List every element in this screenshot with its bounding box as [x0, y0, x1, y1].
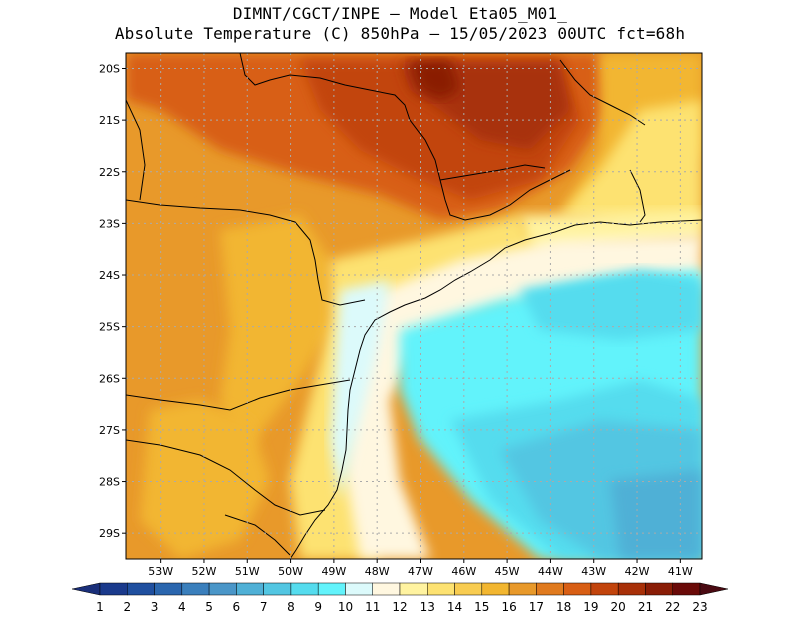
- colorbar-swatch: [290, 582, 319, 596]
- gridlines: [126, 53, 702, 559]
- lat-tick-label: 21S: [99, 114, 120, 127]
- coastline-and-borders: [126, 53, 702, 559]
- colorbar-label: 11: [365, 600, 380, 614]
- lon-tick-label: 51W: [235, 565, 260, 578]
- colorbar-swatch: [617, 582, 646, 596]
- colorbar-label: 7: [260, 600, 268, 614]
- colorbar-label: 6: [233, 600, 241, 614]
- lon-tick-label: 45W: [495, 565, 520, 578]
- map-title-line2: Absolute Temperature (C) 850hPa — 15/05/…: [114, 24, 686, 43]
- colorbar-swatch: [154, 582, 183, 596]
- colorbar-label: 20: [611, 600, 626, 614]
- state-border-5: [559, 59, 646, 126]
- coastline: [289, 219, 702, 559]
- state-border-2: [126, 379, 351, 411]
- lat-tick-label: 22S: [99, 166, 120, 179]
- colorbar-swatch: [399, 582, 428, 596]
- lat-tick-label: 29S: [99, 527, 120, 540]
- colorbar-swatch: [345, 582, 373, 596]
- colorbar-label: 2: [123, 600, 131, 614]
- colorbar-swatch: [181, 582, 210, 596]
- colorbar-swatch: [208, 582, 237, 596]
- state-border-9: [224, 514, 291, 556]
- colorbar-label: 23: [692, 600, 707, 614]
- colorbar: 1 2 3 4 5 6 7 8 9 10 11 12 13 14 15 16 17 18 19 20 21 22 23: [71, 582, 729, 614]
- colorbar-label: 1: [96, 600, 104, 614]
- field-north-21: [410, 60, 460, 100]
- colorbar-swatch: [672, 582, 701, 596]
- lon-tick-label: 43W: [581, 565, 606, 578]
- field-coast-11: [345, 235, 702, 559]
- lon-tick-label: 50W: [278, 565, 303, 578]
- lon-tick-label: 41W: [668, 565, 693, 578]
- lat-tick-label: 23S: [99, 217, 120, 230]
- colorbar-label: 8: [287, 600, 295, 614]
- longitude-axis: 53W 52W 51W 50W 49W 48W 47W 46W 45W 44W 43W 42W 41W: [148, 559, 693, 578]
- state-border-7: [629, 169, 646, 223]
- lat-tick-label: 25S: [99, 321, 120, 334]
- lat-tick-label: 24S: [99, 269, 120, 282]
- map-title-line1: DIMNT/CGCT/INPE — Model Eta05_M01_: [232, 4, 568, 23]
- lat-tick-label: 26S: [99, 372, 120, 385]
- colorbar-label: 14: [447, 600, 462, 614]
- lon-tick-label: 47W: [408, 565, 433, 578]
- colorbar-label: 9: [314, 600, 322, 614]
- colorbar-label: 21: [638, 600, 653, 614]
- colorbar-label: 15: [474, 600, 489, 614]
- map-frame: [125, 52, 703, 560]
- field-ne-13: [560, 100, 702, 230]
- lon-tick-label: 52W: [192, 565, 217, 578]
- colorbar-label: 10: [338, 600, 353, 614]
- lon-tick-label: 48W: [365, 565, 390, 578]
- colorbar-swatch: [590, 582, 619, 596]
- colorbar-swatch: [427, 582, 455, 596]
- colorbar-label: 12: [392, 600, 407, 614]
- state-border-1: [126, 199, 366, 306]
- colorbar-swatch: [508, 582, 537, 596]
- colorbar-swatch: [481, 582, 510, 596]
- colorbar-swatch: [645, 582, 673, 596]
- colorbar-swatch: [454, 582, 483, 596]
- colorbar-swatch: [372, 582, 401, 596]
- state-border-4: [239, 53, 571, 221]
- colorbar-label: 16: [501, 600, 516, 614]
- lon-tick-label: 49W: [321, 565, 346, 578]
- lon-tick-label: 42W: [625, 565, 650, 578]
- temperature-field: [126, 53, 702, 559]
- colorbar-swatch: [317, 582, 346, 596]
- colorbar-swatch: [536, 582, 564, 596]
- lat-tick-label: 27S: [99, 424, 120, 437]
- colorbar-arrow-low: [71, 582, 101, 596]
- colorbar-swatch: [99, 582, 128, 596]
- lon-tick-label: 46W: [451, 565, 476, 578]
- colorbar-label: 22: [665, 600, 680, 614]
- latitude-axis: 20S 21S 22S 23S 24S 25S 26S 27S 28S 29S: [99, 62, 126, 540]
- colorbar-label: 4: [178, 600, 186, 614]
- colorbar-swatch: [236, 582, 264, 596]
- lon-tick-label: 53W: [148, 565, 173, 578]
- field-ocean-8: [520, 270, 702, 340]
- colorbar-label: 13: [420, 600, 435, 614]
- state-border-6: [439, 164, 546, 181]
- state-border-8: [126, 99, 146, 201]
- colorbar-label: 19: [583, 600, 598, 614]
- colorbar-label: 5: [205, 600, 213, 614]
- colorbar-label: 3: [151, 600, 159, 614]
- lat-tick-label: 20S: [99, 62, 120, 75]
- field-coast-10: [330, 280, 390, 500]
- colorbar-label: 17: [529, 600, 544, 614]
- lat-tick-label: 28S: [99, 476, 120, 489]
- field-ocean-6: [610, 470, 702, 559]
- colorbar-label: 18: [556, 600, 571, 614]
- state-border-3: [126, 439, 326, 516]
- colorbar-swatch: [263, 582, 292, 596]
- colorbar-swatch: [127, 582, 155, 596]
- lon-tick-label: 44W: [538, 565, 563, 578]
- colorbar-arrow-high: [699, 582, 729, 596]
- colorbar-swatch: [563, 582, 592, 596]
